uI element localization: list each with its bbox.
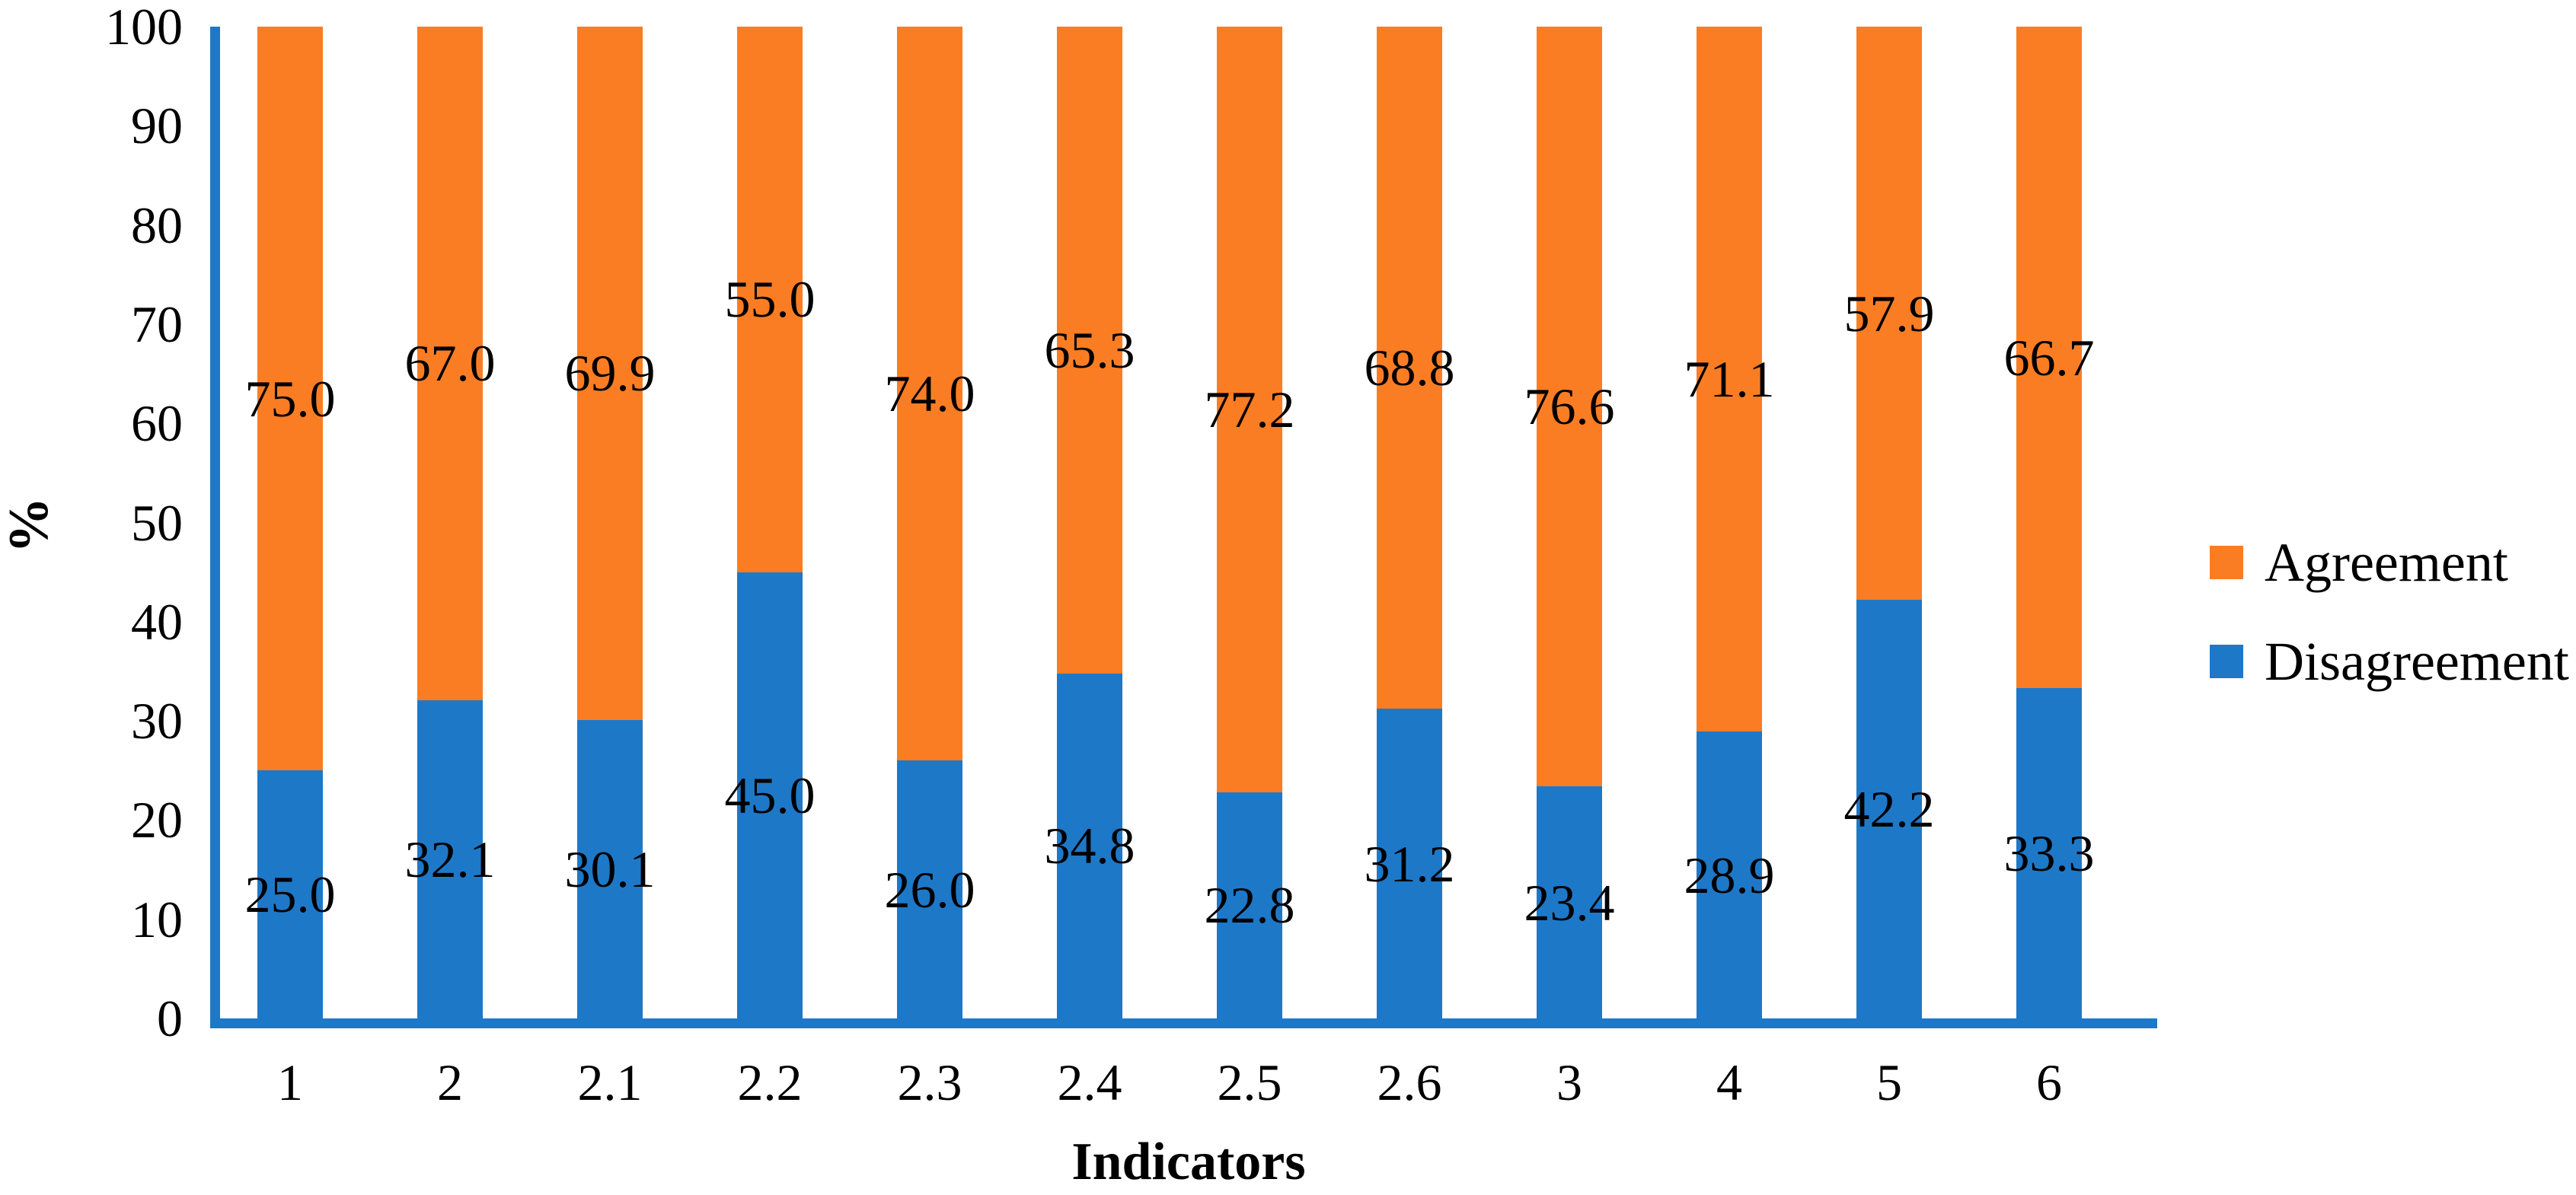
disagreement-value-label: 30.1 xyxy=(564,840,656,898)
agreement-value-label: 66.7 xyxy=(2003,328,2095,387)
agreement-segment xyxy=(2016,27,2082,689)
agreement-segment xyxy=(1697,27,1762,732)
x-tick-label: 2.5 xyxy=(1217,1053,1282,1111)
agreement-segment xyxy=(1057,27,1122,674)
disagreement-value-label: 25.0 xyxy=(244,865,336,924)
agreement-segment xyxy=(1537,27,1602,787)
bar-6 xyxy=(2016,27,2082,1018)
bar-2.4 xyxy=(1057,27,1122,1018)
disagreement-swatch-icon xyxy=(2210,645,2243,678)
legend-item-agreement: Agreement xyxy=(2210,535,2569,590)
x-tick-label: 2 xyxy=(437,1053,463,1111)
agreement-segment xyxy=(1377,27,1442,709)
agreement-value-label: 68.8 xyxy=(1364,339,1455,397)
agreement-value-label: 76.6 xyxy=(1524,378,1615,436)
disagreement-value-label: 26.0 xyxy=(884,860,975,919)
bar-2.3 xyxy=(897,27,962,1018)
bar-2 xyxy=(417,27,483,1018)
legend-item-disagreement: Disagreement xyxy=(2210,634,2569,689)
agreement-segment xyxy=(1217,27,1282,792)
agreement-segment xyxy=(1856,27,1922,601)
disagreement-value-label: 32.1 xyxy=(404,830,496,888)
bar-1 xyxy=(257,27,323,1018)
y-tick-label: 40 xyxy=(131,592,183,651)
y-tick-label: 90 xyxy=(131,97,183,155)
agreement-value-label: 75.0 xyxy=(244,369,336,428)
bar-2.6 xyxy=(1377,27,1442,1018)
disagreement-segment xyxy=(2016,688,2082,1018)
y-tick-label: 30 xyxy=(131,692,183,750)
y-tick-label: 20 xyxy=(131,791,183,849)
disagreement-segment xyxy=(737,572,803,1018)
x-tick-label: 1 xyxy=(277,1053,303,1111)
disagreement-value-label: 22.8 xyxy=(1204,876,1295,935)
disagreement-segment xyxy=(1057,673,1122,1018)
disagreement-segment xyxy=(1217,792,1282,1018)
x-tick-label: 2.1 xyxy=(577,1053,643,1111)
x-tick-label: 2.3 xyxy=(897,1053,962,1111)
y-tick-label: 60 xyxy=(131,394,183,453)
agreement-value-label: 65.3 xyxy=(1044,320,1135,379)
bar-5 xyxy=(1856,27,1922,1018)
disagreement-segment xyxy=(1537,786,1602,1018)
bar-2.5 xyxy=(1217,27,1282,1018)
agreement-value-label: 55.0 xyxy=(724,270,816,329)
disagreement-value-label: 33.3 xyxy=(2003,824,2095,883)
x-tick-label: 6 xyxy=(2036,1053,2062,1111)
disagreement-segment xyxy=(1697,731,1762,1018)
disagreement-value-label: 28.9 xyxy=(1684,846,1775,904)
y-tick-label: 50 xyxy=(131,493,183,552)
bar-2.1 xyxy=(577,27,643,1018)
bar-4 xyxy=(1697,27,1762,1018)
disagreement-value-label: 23.4 xyxy=(1524,873,1615,932)
agreement-value-label: 57.9 xyxy=(1843,284,1935,343)
y-axis-line xyxy=(210,27,220,1028)
x-tick-label: 2.2 xyxy=(737,1053,803,1111)
x-tick-label: 3 xyxy=(1556,1053,1582,1111)
bar-2.2 xyxy=(737,27,803,1018)
disagreement-value-label: 34.8 xyxy=(1044,817,1135,875)
legend: Agreement Disagreement xyxy=(2210,535,2569,689)
bar-3 xyxy=(1537,27,1602,1018)
agreement-swatch-icon xyxy=(2210,546,2243,579)
x-tick-label: 2.4 xyxy=(1057,1053,1122,1111)
agreement-segment xyxy=(897,27,962,761)
disagreement-segment xyxy=(577,719,643,1018)
x-tick-label: 4 xyxy=(1716,1053,1742,1111)
disagreement-segment xyxy=(897,760,962,1018)
disagreement-value-label: 31.2 xyxy=(1364,834,1455,893)
y-tick-label: 10 xyxy=(131,890,183,948)
agreement-value-label: 71.1 xyxy=(1684,350,1775,409)
disagreement-value-label: 42.2 xyxy=(1843,780,1935,839)
x-tick-label: 2.6 xyxy=(1377,1053,1442,1111)
disagreement-value-label: 45.0 xyxy=(724,766,816,824)
disagreement-segment xyxy=(1377,709,1442,1018)
y-tick-label: 70 xyxy=(131,295,183,353)
agreement-value-label: 67.0 xyxy=(404,334,496,393)
y-tick-label: 80 xyxy=(131,196,183,254)
agreement-value-label: 69.9 xyxy=(564,344,656,403)
legend-label-disagreement: Disagreement xyxy=(2265,631,2569,692)
x-tick-label: 5 xyxy=(1876,1053,1902,1111)
y-tick-label: 0 xyxy=(157,989,183,1047)
disagreement-segment xyxy=(257,770,323,1018)
agreement-segment xyxy=(577,27,643,720)
x-axis-line xyxy=(210,1018,2157,1028)
y-tick-label: 100 xyxy=(105,0,183,56)
agreement-segment xyxy=(737,27,803,572)
agreement-value-label: 77.2 xyxy=(1204,380,1295,438)
x-axis-title: Indicators xyxy=(1071,1133,1306,1191)
disagreement-segment xyxy=(1856,600,1922,1018)
agreement-value-label: 74.0 xyxy=(884,365,975,423)
agreement-segment xyxy=(257,27,323,771)
disagreement-segment xyxy=(417,699,483,1018)
legend-label-agreement: Agreement xyxy=(2265,532,2508,593)
agreement-segment xyxy=(417,27,483,700)
plot-area: 75.0 25.0 67.0 32.1 69.9 30.1 55.0 45.0 74.0 26.0… xyxy=(220,27,2157,1018)
